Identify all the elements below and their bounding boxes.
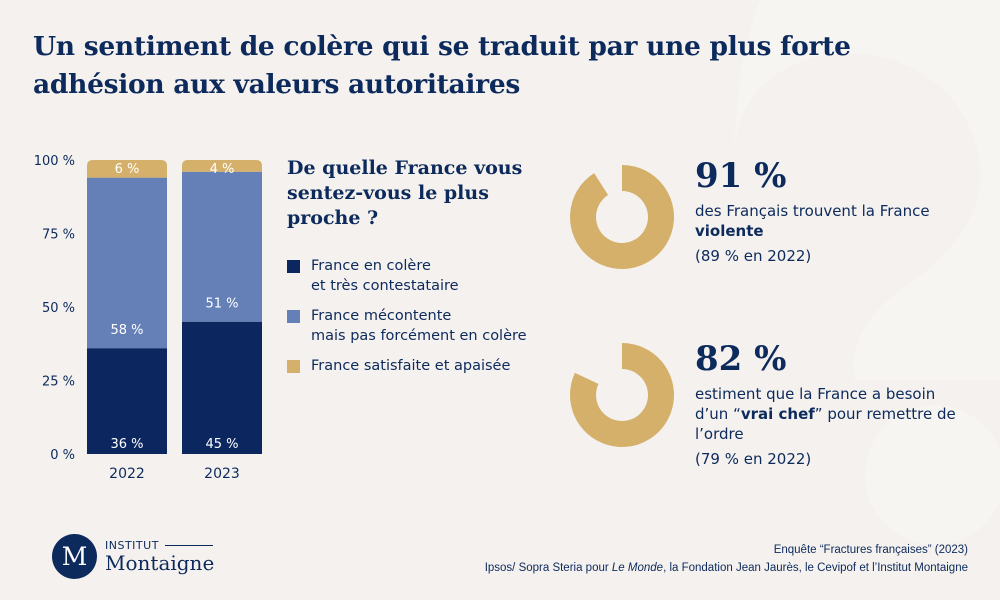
y-tick-label: 25 % xyxy=(42,375,75,390)
legend-label: France en colère et très contestataire xyxy=(311,258,459,294)
stat-vrai-chef: 82 % estiment que la France a besoin d’u… xyxy=(695,340,965,469)
stat-previous-year: (89 % en 2022) xyxy=(695,247,812,265)
data-label: 6 % xyxy=(115,162,140,177)
legend-item-angry: France en colère et très contestataire xyxy=(287,256,527,296)
x-axis: 2022 2023 xyxy=(109,466,240,482)
bar-segment xyxy=(87,348,167,454)
source-line-2: Ipsos/ Sopra Steria pour Le Monde, la Fo… xyxy=(484,562,968,574)
data-label: 51 % xyxy=(205,297,238,312)
legend-swatch xyxy=(287,360,300,373)
bar-segment xyxy=(87,177,167,349)
bar-2023 xyxy=(182,160,262,454)
logo-big-text: Montaigne xyxy=(105,551,215,575)
stat-value: 82 % xyxy=(695,339,787,379)
data-label: 45 % xyxy=(205,437,238,452)
y-axis: 0 % 25 % 50 % 75 % 100 % xyxy=(34,154,75,463)
data-label: 58 % xyxy=(110,323,143,338)
data-label: 4 % xyxy=(210,162,235,177)
logo-wordmark: INSTITUT Montaigne xyxy=(105,539,214,574)
stat-violence: 91 % des Français trouvent la France vio… xyxy=(695,157,1000,266)
bar-segment xyxy=(182,171,262,322)
legend-label: France satisfaite et apaisée xyxy=(311,358,511,374)
x-tick-label: 2022 xyxy=(109,466,145,482)
institut-montaigne-logo: M INSTITUT Montaigne xyxy=(52,534,214,579)
bar-segment xyxy=(182,160,262,172)
page-title: Un sentiment de colère qui se traduit pa… xyxy=(33,31,851,100)
chart-question: De quelle France vous sentez-vous le plu… xyxy=(287,157,523,229)
legend-swatch xyxy=(287,260,300,273)
x-tick-label: 2023 xyxy=(204,466,240,482)
donut-82 xyxy=(569,343,674,447)
y-tick-label: 100 % xyxy=(34,154,75,169)
stat-value: 91 % xyxy=(695,156,787,196)
y-tick-label: 75 % xyxy=(42,228,75,243)
logo-small-text: INSTITUT xyxy=(105,539,159,552)
legend-item-discontent: France mécontente mais pas forcément en … xyxy=(287,306,527,346)
y-tick-label: 50 % xyxy=(42,301,75,316)
bars: 36 % 58 % 6 % 45 % 51 % 4 % xyxy=(87,160,262,454)
bar-segment xyxy=(182,321,262,454)
logo-monogram: M xyxy=(52,534,97,579)
y-tick-label: 0 % xyxy=(50,448,75,463)
bar-2022 xyxy=(87,160,167,454)
legend-swatch xyxy=(287,310,300,323)
bar-segment xyxy=(87,160,167,178)
stat-description: estiment que la France a besoin d’un “vr… xyxy=(695,385,956,443)
stat-description: des Français trouvent la France violente xyxy=(695,202,930,240)
source-line-1: Enquête “Fractures françaises” (2023) xyxy=(773,544,968,556)
source-credits: Enquête “Fractures françaises” (2023) Ip… xyxy=(485,541,968,577)
stat-previous-year: (79 % en 2022) xyxy=(695,450,812,468)
legend-item-satisfied: France satisfaite et apaisée xyxy=(287,356,527,376)
legend-label: France mécontente mais pas forcément en … xyxy=(311,308,527,344)
data-label: 36 % xyxy=(110,437,143,452)
donut-91 xyxy=(570,165,675,269)
legend: France en colère et très contestataire F… xyxy=(287,256,527,386)
donuts xyxy=(569,165,675,447)
logo-rule xyxy=(164,545,213,546)
